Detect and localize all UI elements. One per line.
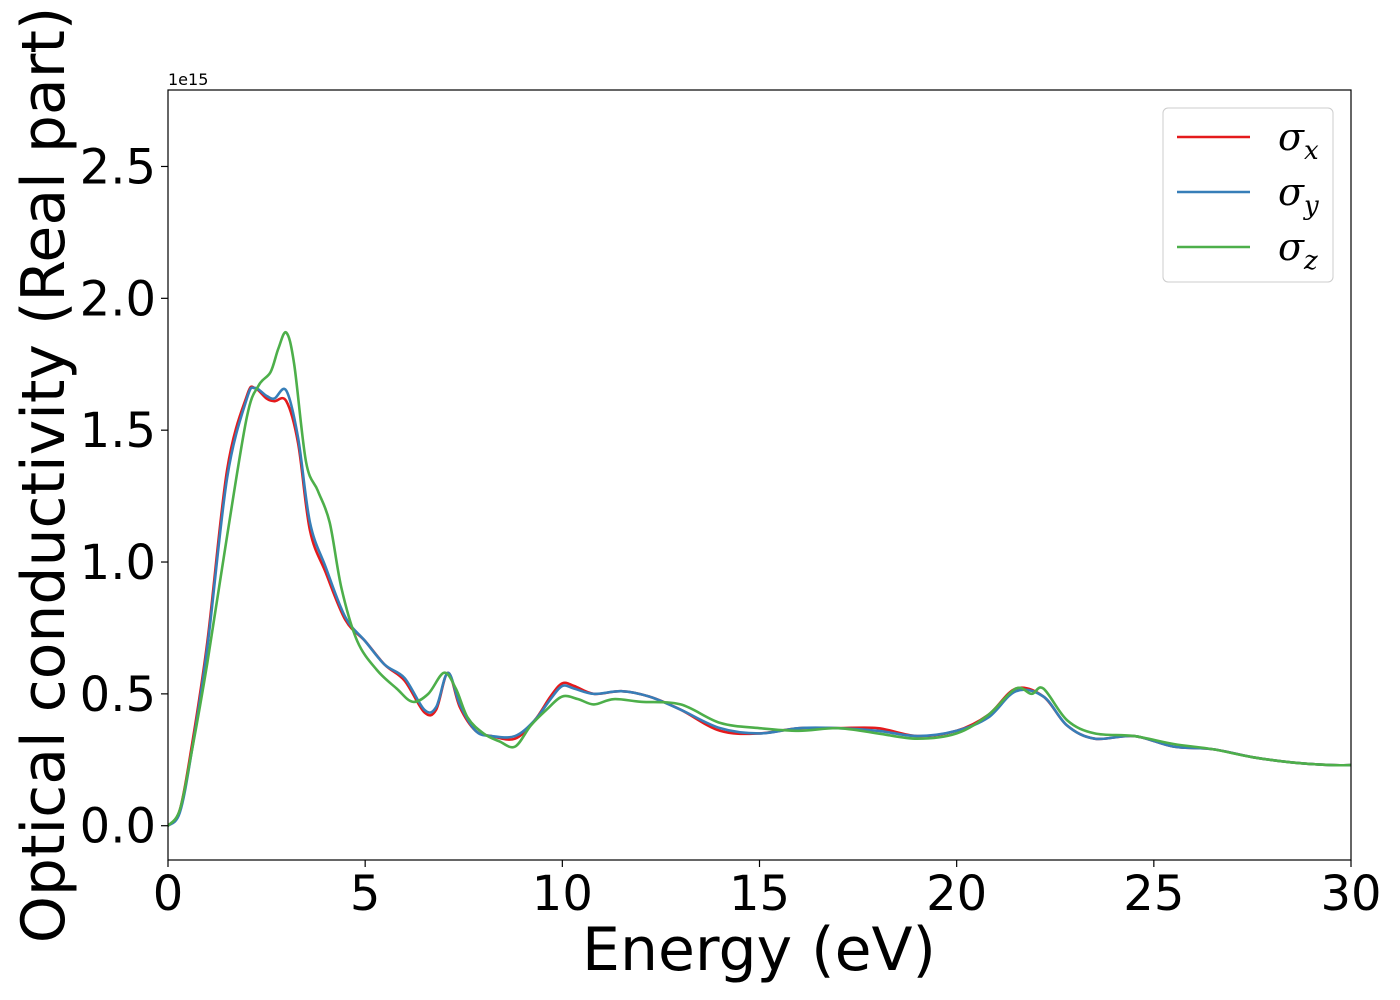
x-tick-label: 30: [1320, 866, 1381, 922]
x-tick-label: 20: [926, 866, 987, 922]
y-tick-label: 1.5: [80, 403, 156, 459]
y-tick-label: 2.0: [80, 271, 156, 327]
y-offset-text: 1e15: [168, 70, 208, 89]
y-tick-label: 2.5: [80, 139, 156, 195]
series-layer: [168, 330, 1351, 828]
y-tick-label: 0.5: [80, 667, 156, 723]
legend-box: [1162, 107, 1334, 283]
x-tick-label: 5: [350, 866, 381, 922]
series-line-z: [168, 330, 1351, 828]
x-tick-label: 15: [729, 866, 790, 922]
x-tick-label: 10: [532, 866, 593, 922]
y-axis-title: Optical conductivity (Real part): [9, 7, 79, 944]
y-axis: 0.0 0.5 1.0 1.5 2.0 2.5: [80, 139, 168, 855]
x-axis: 0 5 10 15 20 25 30: [153, 860, 1382, 922]
y-tick-label: 1.0: [80, 535, 156, 591]
x-axis-title: Energy (eV): [582, 915, 936, 985]
x-tick-label: 0: [153, 866, 184, 922]
x-tick-label: 25: [1123, 866, 1184, 922]
series-line-y: [168, 386, 1351, 828]
y-tick-label: 0.0: [80, 799, 156, 855]
